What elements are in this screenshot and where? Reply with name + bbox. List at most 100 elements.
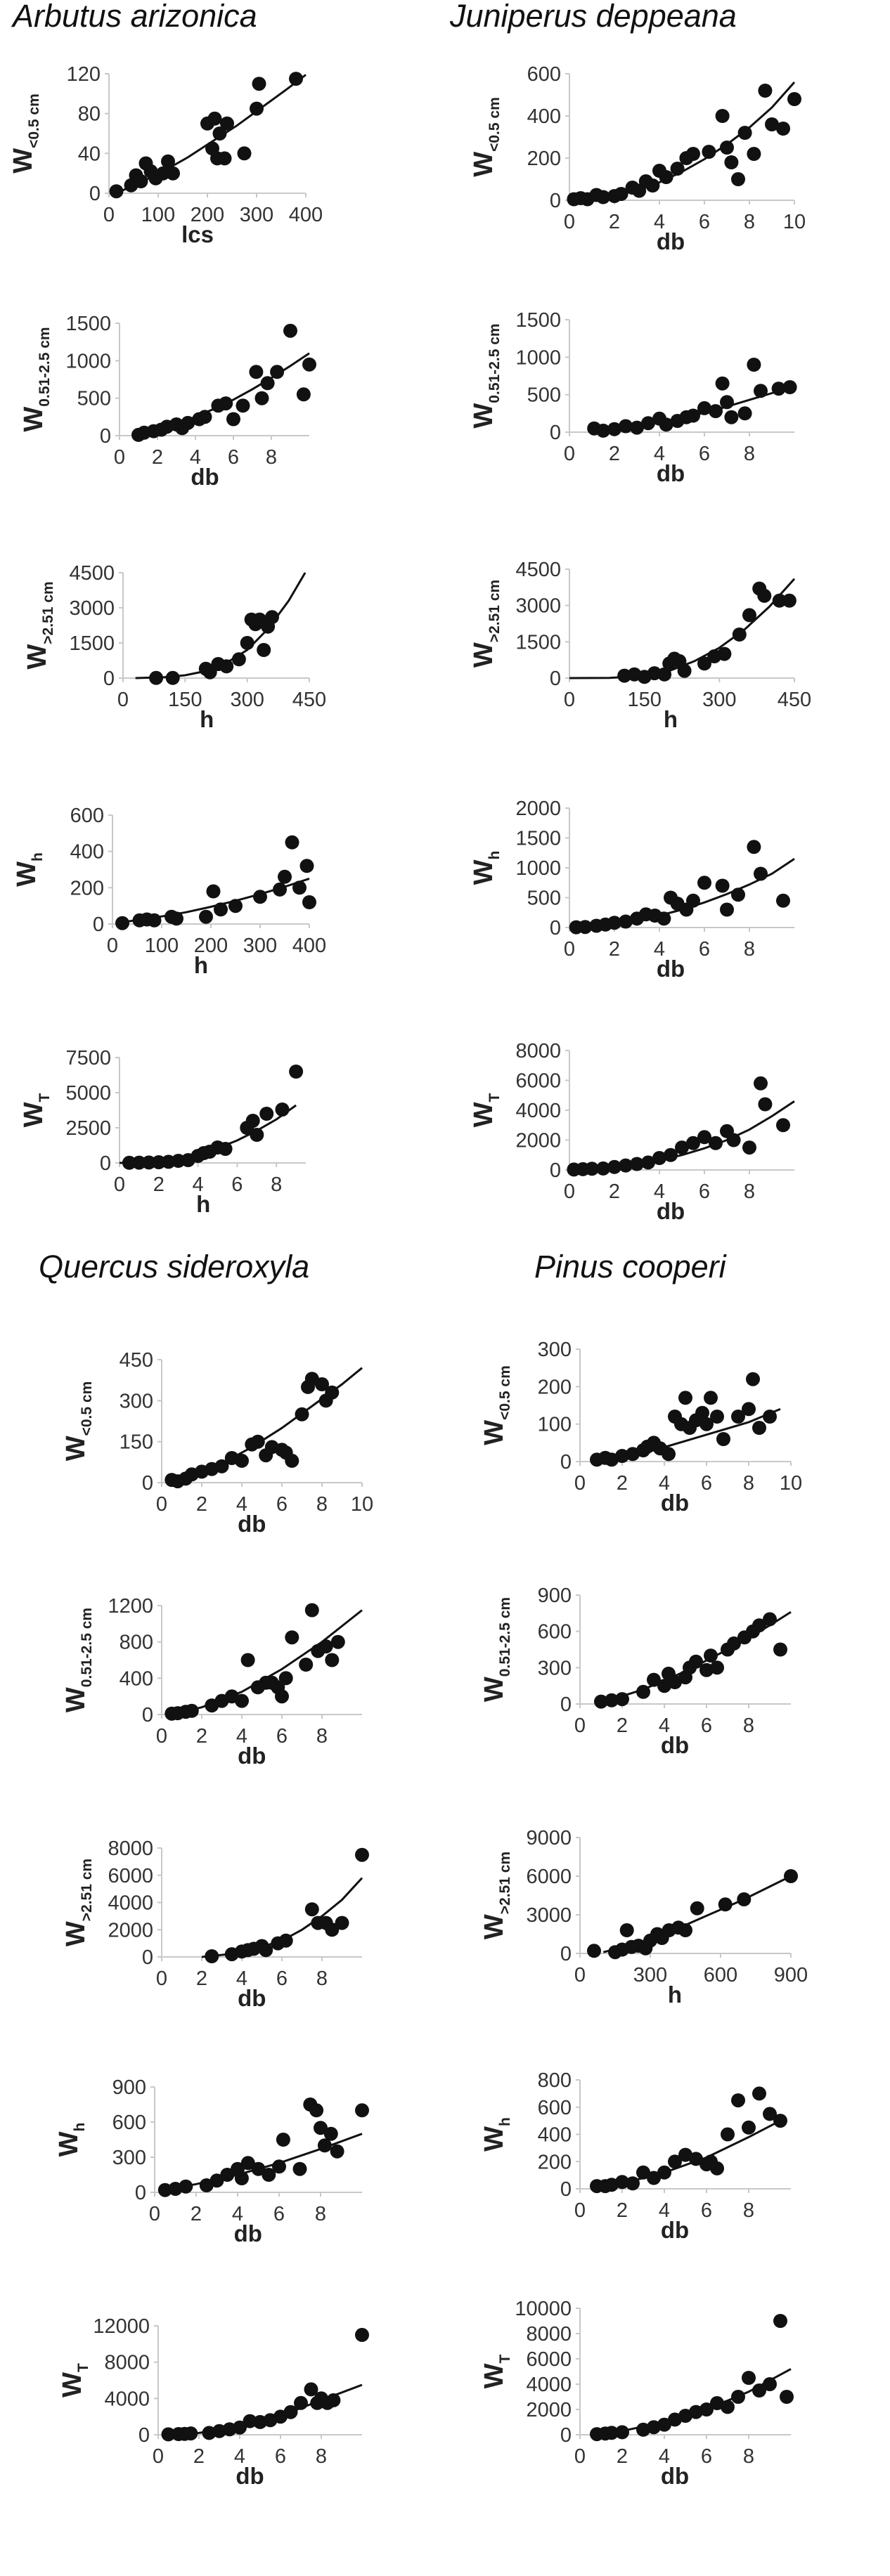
y-tick-label: 500: [527, 384, 561, 407]
x-tick-label: 10: [783, 211, 806, 233]
y-tick-label: 0: [100, 425, 111, 448]
data-point: [257, 643, 271, 657]
data-point: [702, 145, 716, 159]
data-point: [315, 1377, 329, 1391]
data-point: [641, 1155, 655, 1170]
y-tick-label: 6000: [515, 1070, 561, 1093]
data-point: [206, 884, 221, 899]
y-tick-label: 4000: [104, 2388, 150, 2410]
data-point: [690, 1901, 704, 1915]
x-tick-label: 4: [234, 2445, 245, 2468]
data-point: [157, 2183, 172, 2197]
data-point: [214, 902, 228, 917]
x-tick-label: 6: [699, 211, 710, 233]
data-point: [727, 1636, 741, 1651]
data-point: [686, 893, 700, 908]
x-tick-label: 4: [654, 1180, 665, 1203]
x-axis-label: db: [234, 2220, 262, 2246]
data-point: [652, 1151, 666, 1165]
data-point: [752, 1421, 766, 1435]
data-point: [292, 880, 307, 895]
data-point: [731, 887, 745, 902]
y-axis-label-sub: 0.51-2.5 cm: [486, 323, 503, 403]
y-tick-label: 1500: [515, 309, 561, 332]
x-tick-label: 2: [196, 1725, 207, 1748]
data-point: [205, 1949, 219, 1963]
x-axis-label: h: [200, 706, 214, 732]
y-tick-label: 3000: [69, 597, 115, 620]
y-axis-label-sub: 0.51-2.5 cm: [79, 1608, 95, 1687]
x-axis-label: db: [238, 1511, 266, 1537]
data-point: [330, 1634, 345, 1649]
y-tick-label: 0: [89, 183, 101, 205]
y-axis-label-sub: <0.5 cm: [79, 1381, 95, 1436]
y-axis-label: W>2.51 cm: [479, 1852, 513, 1939]
x-axis-label: db: [657, 1198, 685, 1224]
y-tick-label: 2000: [526, 2399, 572, 2421]
data-point: [763, 1612, 777, 1627]
y-tick-label: 0: [550, 190, 561, 212]
x-tick-label: 10: [351, 1493, 373, 1516]
data-point: [219, 396, 233, 411]
data-point: [716, 1432, 730, 1446]
y-axis-label-sub: 0.51-2.5 cm: [497, 1597, 513, 1677]
data-point: [780, 2390, 794, 2404]
x-tick-label: 300: [243, 935, 277, 957]
fit-curve: [168, 2383, 363, 2436]
data-point: [773, 2314, 787, 2328]
x-tick-label: 8: [744, 211, 755, 233]
y-tick-label: 2000: [515, 798, 561, 820]
panel-16: 0 300 600 900 0 2 4 6 8 db Wh: [54, 2076, 369, 2246]
data-point: [326, 2393, 341, 2407]
x-tick-label: 8: [266, 446, 277, 469]
x-tick-label: 8: [316, 2445, 327, 2468]
data-point: [296, 387, 311, 402]
y-axis-label: W0.51-2.5 cm: [479, 1597, 513, 1702]
y-tick-label: 0: [550, 917, 561, 939]
y-tick-label: 0: [100, 1152, 111, 1175]
data-point: [199, 909, 213, 924]
data-point: [670, 162, 685, 176]
x-axis-label: db: [238, 1985, 266, 2011]
x-tick-label: 8: [744, 443, 755, 465]
data-point: [776, 122, 790, 136]
x-tick-label: 4: [236, 1967, 247, 1990]
y-axis-label: Wh: [12, 852, 46, 887]
data-point: [578, 920, 593, 935]
y-tick-label: 900: [538, 1585, 572, 1607]
panel-5: 0 1500 3000 4500 0 150 300 450 h W>2.51 cm: [469, 559, 811, 732]
data-point: [179, 2179, 193, 2194]
y-tick-label: 300: [538, 1339, 572, 1361]
x-tick-label: 6: [701, 2199, 712, 2222]
data-point: [619, 1158, 633, 1173]
x-tick-label: 8: [743, 2445, 754, 2468]
y-axis-label-main: W: [61, 1921, 91, 1946]
x-tick-label: 6: [231, 1173, 243, 1196]
species-title-pinus: Pinus cooperi: [534, 1249, 728, 1284]
x-tick-label: 6: [228, 446, 239, 469]
x-axis-label: h: [194, 952, 208, 978]
data-point: [752, 2086, 766, 2101]
data-point: [737, 1892, 752, 1906]
x-tick-label: 2: [609, 1180, 620, 1203]
x-tick-label: 0: [153, 2445, 164, 2468]
panel-10: 0 150 300 450 0 2 4 6 8 10 db W<0.5 cm: [61, 1349, 373, 1537]
x-tick-label: 2: [193, 2445, 205, 2468]
x-tick-label: 600: [704, 1964, 737, 1986]
y-tick-label: 1000: [65, 350, 111, 372]
y-axis-label-sub: h: [486, 851, 503, 860]
data-point: [657, 667, 672, 682]
data-point: [165, 670, 180, 685]
data-point: [585, 1162, 599, 1176]
data-point: [278, 1933, 293, 1948]
y-axis-label-sub: T: [75, 2363, 91, 2372]
data-point: [156, 166, 170, 181]
y-tick-label: 2000: [515, 1130, 561, 1152]
x-tick-label: 2: [617, 2445, 628, 2468]
data-point: [772, 593, 787, 608]
data-point: [355, 2327, 369, 2342]
data-point: [776, 893, 790, 908]
data-point: [304, 2382, 318, 2397]
x-tick-label: 0: [156, 1493, 167, 1516]
y-tick-label: 6000: [108, 1865, 153, 1887]
